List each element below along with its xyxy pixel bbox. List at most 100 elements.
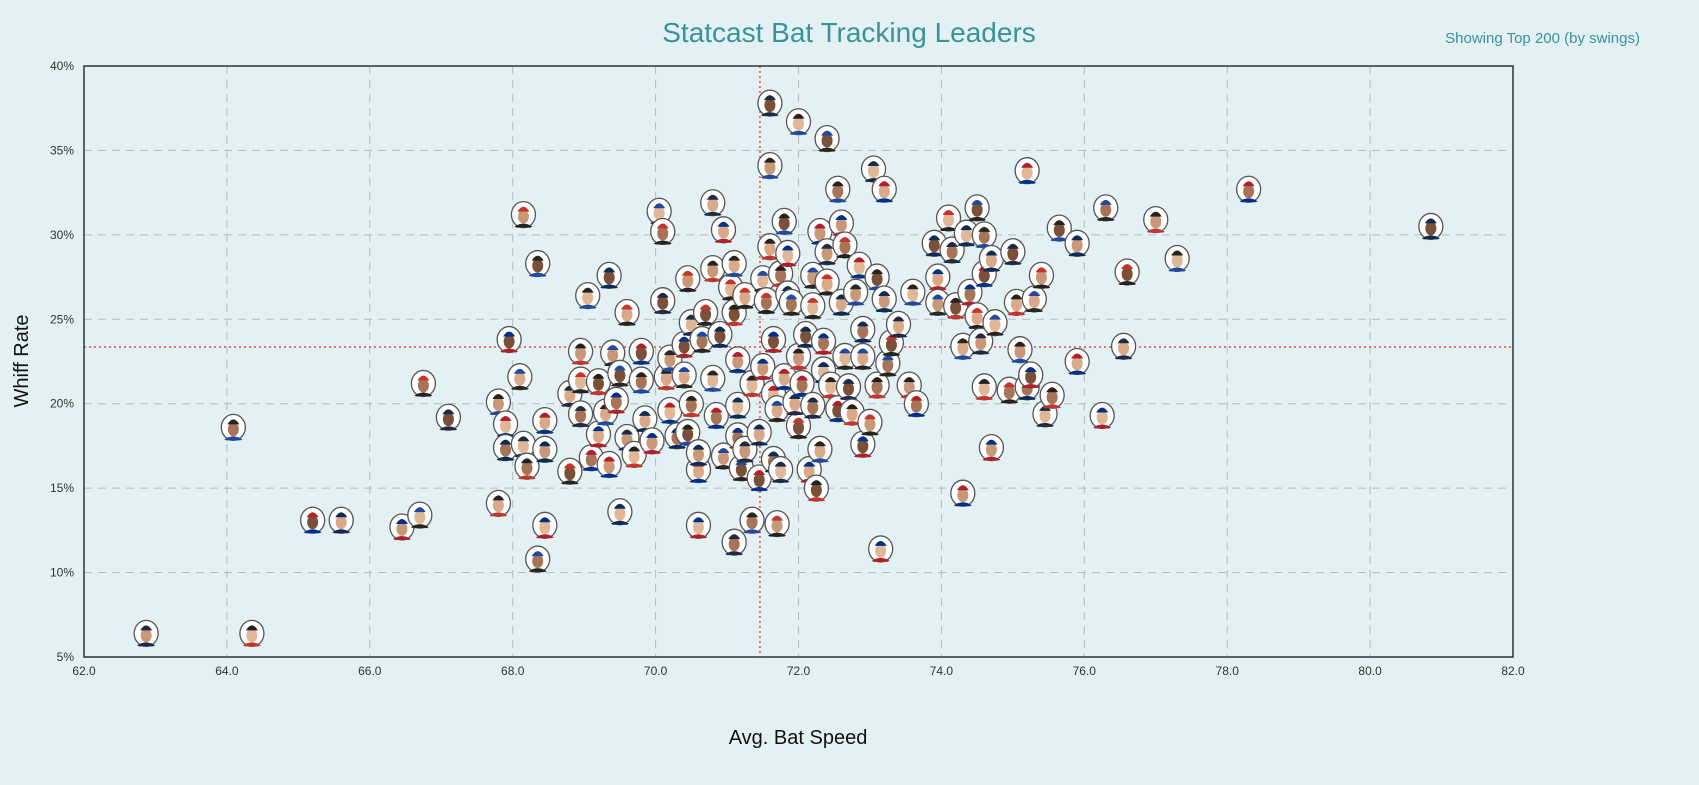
player-face — [492, 498, 504, 513]
player-jersey — [818, 260, 837, 265]
player-cap — [706, 194, 719, 200]
player-jersey — [728, 368, 747, 373]
player-jersey — [693, 348, 712, 353]
data-point — [1093, 194, 1119, 222]
data-point — [789, 369, 815, 398]
data-point — [760, 325, 787, 354]
player-face — [657, 226, 669, 241]
data-point — [810, 327, 837, 355]
player-face — [1118, 341, 1130, 356]
player-jersey — [882, 351, 901, 356]
player-face — [975, 336, 987, 351]
player-jersey — [689, 478, 708, 483]
player-face — [803, 464, 815, 479]
data-point — [1000, 238, 1026, 266]
player-cap — [606, 345, 619, 351]
player-cap — [628, 446, 641, 452]
player-cap — [767, 331, 780, 337]
player-face — [682, 427, 694, 442]
data-point — [703, 401, 729, 430]
player-cap — [1171, 250, 1184, 256]
player-jersey — [957, 242, 976, 247]
x-tick-label: 68.0 — [501, 664, 525, 678]
player-jersey — [750, 487, 769, 492]
tick-labels: 62.0 64.0 66.0 68.0 70.0 72.0 74.0 76.0 78.0 80.0… — [50, 59, 1525, 678]
player-face — [1021, 165, 1033, 180]
player-cap — [520, 458, 533, 464]
player-cap — [796, 375, 809, 381]
player-jersey — [535, 458, 554, 463]
player-cap — [585, 449, 598, 455]
player-face — [732, 400, 744, 415]
player-jersey — [760, 255, 779, 260]
player-cap — [1053, 220, 1066, 226]
player-face — [732, 354, 744, 369]
x-tick-label: 62.0 — [72, 664, 96, 678]
player-face — [503, 334, 515, 349]
player-face — [614, 368, 626, 383]
player-jersey — [696, 321, 715, 326]
player-face — [714, 329, 726, 344]
player-cap — [696, 331, 709, 337]
player-cap — [738, 287, 751, 293]
data-point — [1018, 361, 1044, 389]
player-face — [857, 351, 869, 366]
data-point — [407, 501, 433, 529]
player-jersey — [714, 465, 733, 470]
player-cap — [831, 181, 844, 187]
data-point — [778, 288, 805, 317]
data-point — [628, 337, 654, 366]
data-point — [1064, 347, 1090, 376]
player-cap — [831, 400, 844, 406]
player-face — [843, 381, 855, 396]
player-cap — [1149, 211, 1162, 217]
player-face — [610, 395, 622, 410]
player-cap — [538, 412, 551, 418]
player-face — [532, 554, 544, 569]
data-point — [871, 285, 897, 313]
player-cap — [710, 407, 723, 413]
data-point — [485, 489, 512, 517]
data-point — [239, 619, 265, 648]
player-face — [778, 371, 790, 386]
player-jersey — [1118, 281, 1137, 286]
player-jersey — [1068, 252, 1087, 257]
player-cap — [335, 512, 348, 518]
y-tick-label: 15% — [50, 481, 74, 495]
player-cap — [1010, 294, 1023, 300]
data-point — [800, 391, 826, 420]
player-face — [678, 370, 690, 385]
player-cap — [592, 373, 605, 379]
player-jersey — [1050, 237, 1069, 242]
player-jersey — [600, 284, 619, 289]
player-jersey — [1018, 179, 1037, 184]
player-cap — [774, 461, 787, 467]
player-cap — [978, 378, 991, 384]
player-face — [1150, 214, 1162, 229]
player-jersey — [517, 475, 536, 480]
player-jersey — [1043, 404, 1062, 409]
player-jersey — [1021, 384, 1040, 389]
player-jersey — [500, 348, 519, 353]
x-tick-label: 78.0 — [1216, 664, 1240, 678]
data-point — [1032, 400, 1058, 428]
player-cap — [603, 267, 616, 273]
data-point — [1039, 381, 1065, 409]
data-point — [746, 418, 772, 447]
player-face — [835, 218, 847, 233]
player-jersey — [975, 395, 994, 400]
player-cap — [853, 257, 866, 263]
player-face — [1425, 221, 1437, 236]
player-jersey — [953, 355, 972, 360]
player-cap — [756, 270, 769, 276]
data-point — [575, 281, 601, 310]
player-jersey — [1025, 308, 1044, 313]
player-cap — [892, 316, 905, 322]
data-point — [800, 292, 826, 320]
player-jersey — [789, 130, 808, 135]
player-face — [932, 297, 944, 312]
player-cap — [621, 304, 634, 310]
player-face — [539, 444, 551, 459]
player-cap — [731, 397, 744, 403]
player-face — [864, 417, 876, 432]
